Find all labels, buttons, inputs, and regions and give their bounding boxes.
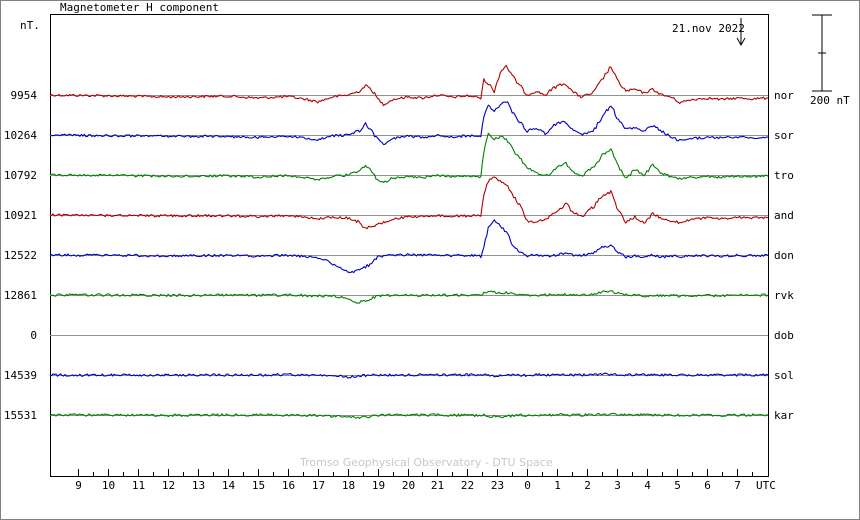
x-tick-label: 12 [162,479,175,492]
x-tick-label: 2 [584,479,591,492]
baseline-labels: 9954 10264 10792 10921 12522 12861 0 14539 15531 [4,89,37,422]
x-tick-label: 21 [431,479,444,492]
x-tick-label: 1 [554,479,561,492]
station-labels: nor sor tro and don rvk dob sol kar [774,89,794,422]
baseline-value: 10921 [4,209,37,222]
series-line-nor [49,64,769,107]
series-line-don [49,219,769,274]
x-tick-label: 19 [372,479,385,492]
station-label: don [774,249,794,262]
x-tick-label: 9 [75,479,82,492]
series-line-kar [49,412,769,420]
x-tick-label: 15 [252,479,265,492]
baseline-value: 14539 [4,369,37,382]
series-line-sol [49,372,769,379]
x-tick-label: 18 [342,479,355,492]
station-label: nor [774,89,794,102]
x-tick-label: 13 [192,479,205,492]
station-label: tro [774,169,794,182]
series-line-and [49,176,769,230]
x-tick-label: 5 [674,479,681,492]
x-tick-label: 0 [524,479,531,492]
baseline-value: 0 [30,329,37,342]
series-line-rvk [49,290,769,304]
station-label: sor [774,129,794,142]
x-tick-label: 20 [402,479,415,492]
x-tick-label: 7 [734,479,741,492]
series-traces [49,64,769,420]
baseline-value: 10792 [4,169,37,182]
station-label: and [774,209,794,222]
series-line-tro [49,132,769,184]
x-tick-label: 3 [614,479,621,492]
x-tick-label: 16 [282,479,295,492]
x-tick-label: 4 [644,479,651,492]
x-tick-label: 11 [132,479,145,492]
baseline-value: 9954 [11,89,38,102]
baseline-value: 15531 [4,409,37,422]
x-tick-label: 22 [461,479,474,492]
x-tick-label: 17 [312,479,325,492]
baseline-value: 12861 [4,289,37,302]
x-ticks: 9 10 11 12 13 14 15 16 17 18 19 20 21 22 23 0 1 2 3 4 5 6 7 [75,469,753,492]
x-axis-label: UTC [756,479,776,492]
baseline-value: 12522 [4,249,37,262]
station-label: sol [774,369,794,382]
station-label: dob [774,329,794,342]
scale-bar [812,14,832,92]
watermark: Tromso Geophysical Observatory - DTU Spa… [299,456,553,469]
x-tick-label: 23 [491,479,504,492]
x-tick-label: 14 [222,479,236,492]
plot-frame [50,14,769,477]
date-label: 21.nov 2022 [672,22,745,35]
series-line-sor [49,101,769,146]
chart-title: Magnetometer H component [60,1,219,14]
x-tick-label: 10 [102,479,115,492]
y-axis-unit: nT. [20,19,40,32]
baseline-value: 10264 [4,129,37,142]
station-label: kar [774,409,794,422]
date-arrow-icon [736,18,746,47]
x-tick-label: 6 [704,479,711,492]
station-label: rvk [774,289,794,302]
scale-bar-label: 200 nT [810,94,850,107]
